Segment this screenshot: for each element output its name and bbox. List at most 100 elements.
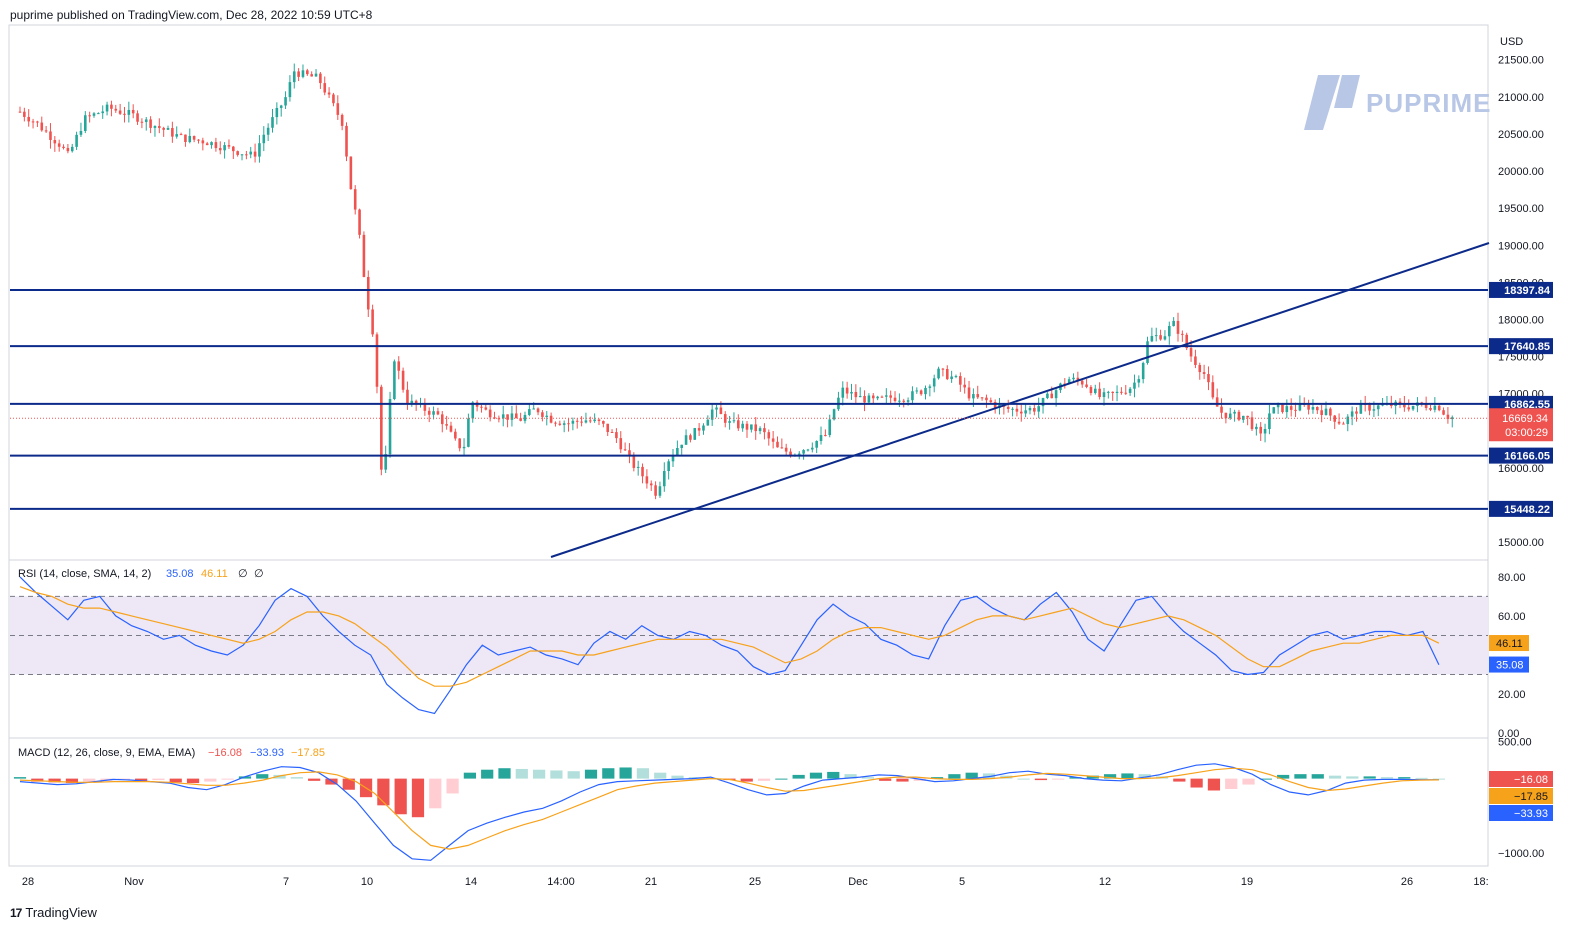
- candle-body: [1098, 388, 1101, 398]
- candle-body: [841, 387, 845, 398]
- candle-body: [310, 74, 313, 77]
- candle-body: [602, 421, 605, 424]
- candle-body: [767, 432, 771, 439]
- candle-body: [719, 407, 723, 415]
- candle-body: [123, 113, 126, 115]
- candle-body: [1320, 410, 1323, 416]
- macd-tick-label: −1000.00: [1498, 848, 1544, 860]
- candle-body: [950, 376, 953, 380]
- macd-value-label: −17.85: [1514, 791, 1548, 803]
- candle-body: [410, 400, 414, 405]
- macd-legend: MACD (12, 26, close, 9, EMA, EMA) −16.08−…: [18, 747, 325, 759]
- macd-histogram-bar: [498, 768, 511, 779]
- candle-body: [253, 151, 257, 157]
- rsi-legend-empty: ∅: [238, 568, 248, 580]
- macd-histogram-bar: [394, 778, 407, 815]
- candle-body: [1072, 377, 1075, 380]
- candle-body: [210, 142, 213, 146]
- candle-body: [797, 453, 801, 455]
- candle-body: [684, 435, 688, 445]
- candle-body: [541, 412, 544, 417]
- candle-body: [314, 73, 318, 77]
- candle-body: [1398, 401, 1402, 404]
- tradingview-footer[interactable]: 17 TradingView: [10, 905, 97, 920]
- candle-body: [580, 421, 583, 423]
- candle-body: [57, 143, 61, 147]
- candle-body: [345, 125, 348, 157]
- candle-body: [127, 109, 131, 115]
- plot-frame: [8, 24, 1489, 867]
- candle-body: [932, 378, 936, 387]
- candle-body: [375, 334, 379, 387]
- candle-body: [976, 394, 980, 398]
- candle-body: [806, 449, 810, 451]
- candle-body: [1137, 379, 1141, 383]
- candle-body: [754, 424, 758, 432]
- level-price-label: 16862.55: [1504, 399, 1550, 411]
- candle-body: [1442, 410, 1445, 415]
- candle-body: [1050, 393, 1054, 399]
- candle-body: [871, 395, 875, 399]
- macd-histogram-bar: [83, 778, 96, 782]
- candle-body: [79, 130, 83, 135]
- candle-body: [240, 154, 244, 156]
- candle-body: [811, 447, 814, 450]
- candle-body: [763, 428, 766, 433]
- candle-body: [658, 486, 662, 496]
- candle-body: [1124, 392, 1128, 394]
- macd-histogram-bar: [827, 771, 840, 779]
- candle-body: [845, 387, 849, 394]
- candle-body: [1120, 391, 1123, 393]
- candle-body: [214, 142, 218, 149]
- macd-histogram-bar: [411, 778, 425, 818]
- candle-body: [380, 386, 383, 470]
- candle-body: [110, 104, 113, 109]
- candle-body: [824, 435, 827, 437]
- candle-body: [945, 369, 949, 380]
- candle-body: [1185, 334, 1189, 349]
- candle-body: [606, 423, 610, 433]
- candle-body: [1215, 397, 1219, 407]
- macd-histogram-bar: [584, 769, 598, 779]
- macd-histogram-bar: [256, 774, 269, 779]
- candle-body: [493, 417, 496, 419]
- candle-body: [1246, 415, 1249, 418]
- candle-body: [1263, 429, 1267, 434]
- macd-histogram-bar: [1311, 774, 1324, 779]
- time-tick-label: 14: [465, 876, 477, 888]
- macd-histogram-bar: [1225, 778, 1238, 790]
- time-tick-label: 19: [1241, 876, 1253, 888]
- candle-body: [1285, 406, 1289, 413]
- macd-histogram-bar: [948, 774, 961, 779]
- macd-histogram-bar: [1190, 778, 1203, 788]
- macd-histogram-bar: [619, 767, 632, 779]
- candle-body: [462, 446, 466, 449]
- candle-body: [649, 483, 653, 486]
- candle-body: [880, 396, 884, 398]
- macd-signal-legend-value: −17.85: [291, 747, 325, 759]
- candle-body: [1024, 410, 1027, 414]
- candle-body: [1294, 409, 1297, 411]
- macd-histogram-bar: [896, 778, 909, 782]
- candle-body: [628, 450, 631, 455]
- level-price-label: 16166.05: [1504, 451, 1550, 463]
- price-tick-label: 21500.00: [1498, 55, 1544, 67]
- candle-body: [36, 121, 39, 123]
- candle-body: [597, 419, 601, 422]
- candle-body: [902, 400, 906, 402]
- candle-body: [1307, 404, 1310, 410]
- candle-body: [1368, 404, 1371, 411]
- candle-body: [53, 140, 57, 144]
- candle-body: [924, 387, 927, 395]
- candle-body: [158, 126, 161, 128]
- time-tick-label: 26: [1401, 876, 1413, 888]
- candle-body: [954, 376, 958, 378]
- candle-body: [1289, 406, 1293, 410]
- candle-body: [584, 420, 588, 423]
- candle-body: [488, 409, 492, 418]
- candle-body: [1333, 415, 1337, 422]
- rsi-legend: RSI (14, close, SMA, 14, 2) 35.08 46.11 ∅ ∅: [18, 568, 264, 580]
- candle-body: [662, 471, 666, 487]
- candle-body: [362, 234, 366, 277]
- macd-histogram-bar: [792, 774, 805, 779]
